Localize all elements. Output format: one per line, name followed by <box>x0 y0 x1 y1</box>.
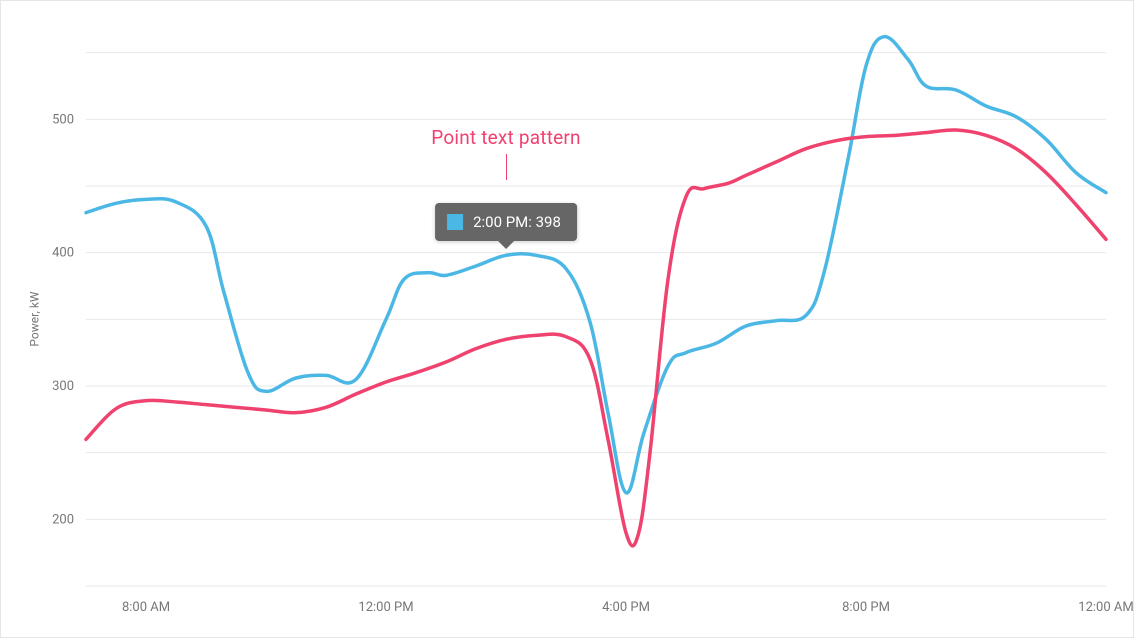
series-blue <box>86 37 1106 493</box>
chart-tooltip: 2:00 PM: 398 <box>435 203 577 241</box>
tooltip-swatch-icon <box>447 214 463 230</box>
series-pink <box>86 130 1106 546</box>
tooltip-text: 2:00 PM: 398 <box>473 213 561 231</box>
y-tick-label: 500 <box>52 112 74 127</box>
annotation-connector <box>506 154 507 180</box>
x-tick-label: 4:00 PM <box>602 600 650 615</box>
x-tick-label: 12:00 AM <box>1078 600 1133 615</box>
plot-area: 2003004005008:00 AM12:00 PM4:00 PM8:00 P… <box>86 26 1106 586</box>
y-axis-title: Power, kW <box>28 291 42 346</box>
y-tick-label: 300 <box>52 379 74 394</box>
x-tick-label: 12:00 PM <box>358 600 413 615</box>
chart-svg: 2003004005008:00 AM12:00 PM4:00 PM8:00 P… <box>86 26 1106 586</box>
x-tick-label: 8:00 AM <box>122 600 170 615</box>
y-tick-label: 400 <box>52 246 74 261</box>
x-tick-label: 8:00 PM <box>842 600 890 615</box>
y-tick-label: 200 <box>52 512 74 527</box>
chart-container: Power, kW 2003004005008:00 AM12:00 PM4:0… <box>0 0 1134 638</box>
annotation-label: Point text pattern <box>431 126 580 149</box>
